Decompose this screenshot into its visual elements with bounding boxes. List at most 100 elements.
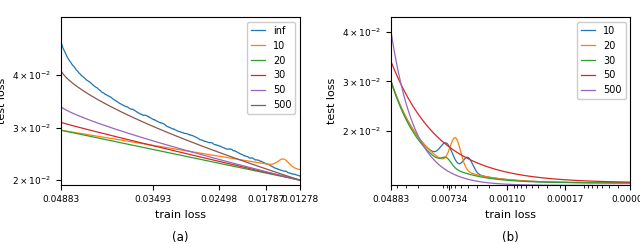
50 (552, 178, 559, 181)
10 (412, 132, 419, 135)
50 (574, 179, 582, 182)
30 (165, 148, 173, 151)
10 (296, 168, 304, 171)
Line: 30: 30 (61, 122, 300, 180)
10 (165, 147, 173, 150)
30 (198, 156, 205, 159)
Line: 10: 10 (391, 81, 630, 183)
Line: 500: 500 (391, 32, 630, 185)
50 (484, 165, 492, 168)
20 (552, 181, 559, 183)
500 (484, 181, 492, 184)
30 (296, 179, 304, 182)
500 (387, 30, 395, 33)
30 (217, 160, 225, 163)
500 (578, 184, 586, 187)
500 (574, 184, 582, 187)
20 (118, 142, 126, 144)
50 (627, 181, 634, 184)
10 (484, 175, 492, 178)
30 (484, 177, 492, 180)
Legend: 10, 20, 30, 50, 500: 10, 20, 30, 50, 500 (577, 22, 625, 99)
10 (118, 139, 126, 142)
50 (493, 168, 500, 171)
500 (217, 152, 225, 154)
10 (574, 181, 582, 184)
10 (99, 136, 107, 139)
20 (99, 138, 107, 141)
50 (387, 60, 395, 63)
20 (296, 179, 304, 182)
20 (412, 132, 419, 135)
Title: (b): (b) (502, 231, 519, 244)
10 (627, 181, 634, 184)
20 (578, 181, 586, 184)
10 (493, 177, 500, 180)
30 (627, 182, 634, 184)
Line: 30: 30 (391, 81, 630, 183)
500 (57, 68, 65, 71)
20 (484, 175, 492, 178)
inf (198, 139, 205, 142)
500 (237, 159, 245, 162)
50 (412, 109, 419, 112)
inf (165, 126, 173, 129)
10 (217, 155, 225, 158)
50 (118, 130, 126, 133)
inf (57, 37, 65, 40)
20 (387, 80, 395, 83)
20 (57, 129, 65, 132)
10 (57, 129, 65, 132)
500 (627, 184, 634, 187)
Line: inf: inf (61, 38, 300, 176)
10 (552, 181, 559, 183)
30 (578, 181, 586, 184)
Y-axis label: test loss: test loss (327, 78, 337, 124)
50 (237, 164, 245, 167)
500 (198, 144, 205, 147)
20 (198, 158, 205, 161)
20 (217, 162, 225, 165)
Line: 20: 20 (391, 81, 630, 183)
inf (296, 175, 304, 178)
30 (99, 132, 107, 135)
500 (412, 129, 419, 132)
Title: (a): (a) (172, 231, 189, 244)
500 (165, 132, 173, 135)
50 (165, 144, 173, 147)
20 (627, 181, 634, 184)
10 (387, 80, 395, 83)
X-axis label: train loss: train loss (485, 210, 536, 220)
50 (578, 179, 586, 182)
500 (99, 101, 107, 104)
50 (99, 123, 107, 126)
20 (237, 166, 245, 169)
500 (296, 179, 304, 182)
30 (552, 181, 559, 184)
Y-axis label: test loss: test loss (0, 78, 6, 124)
10 (198, 152, 205, 155)
10 (578, 181, 586, 184)
X-axis label: train loss: train loss (155, 210, 206, 220)
50 (296, 179, 304, 182)
inf (99, 91, 107, 94)
500 (552, 184, 559, 187)
Line: 500: 500 (61, 70, 300, 180)
500 (118, 111, 126, 114)
50 (57, 105, 65, 108)
30 (57, 121, 65, 124)
50 (198, 153, 205, 156)
30 (387, 80, 395, 83)
500 (493, 182, 500, 185)
Line: 10: 10 (61, 130, 300, 170)
20 (574, 181, 582, 184)
30 (493, 178, 500, 181)
30 (118, 137, 126, 140)
20 (493, 177, 500, 180)
Line: 50: 50 (391, 62, 630, 182)
30 (574, 181, 582, 184)
30 (237, 165, 245, 168)
30 (412, 134, 419, 137)
20 (165, 151, 173, 154)
inf (118, 103, 126, 106)
